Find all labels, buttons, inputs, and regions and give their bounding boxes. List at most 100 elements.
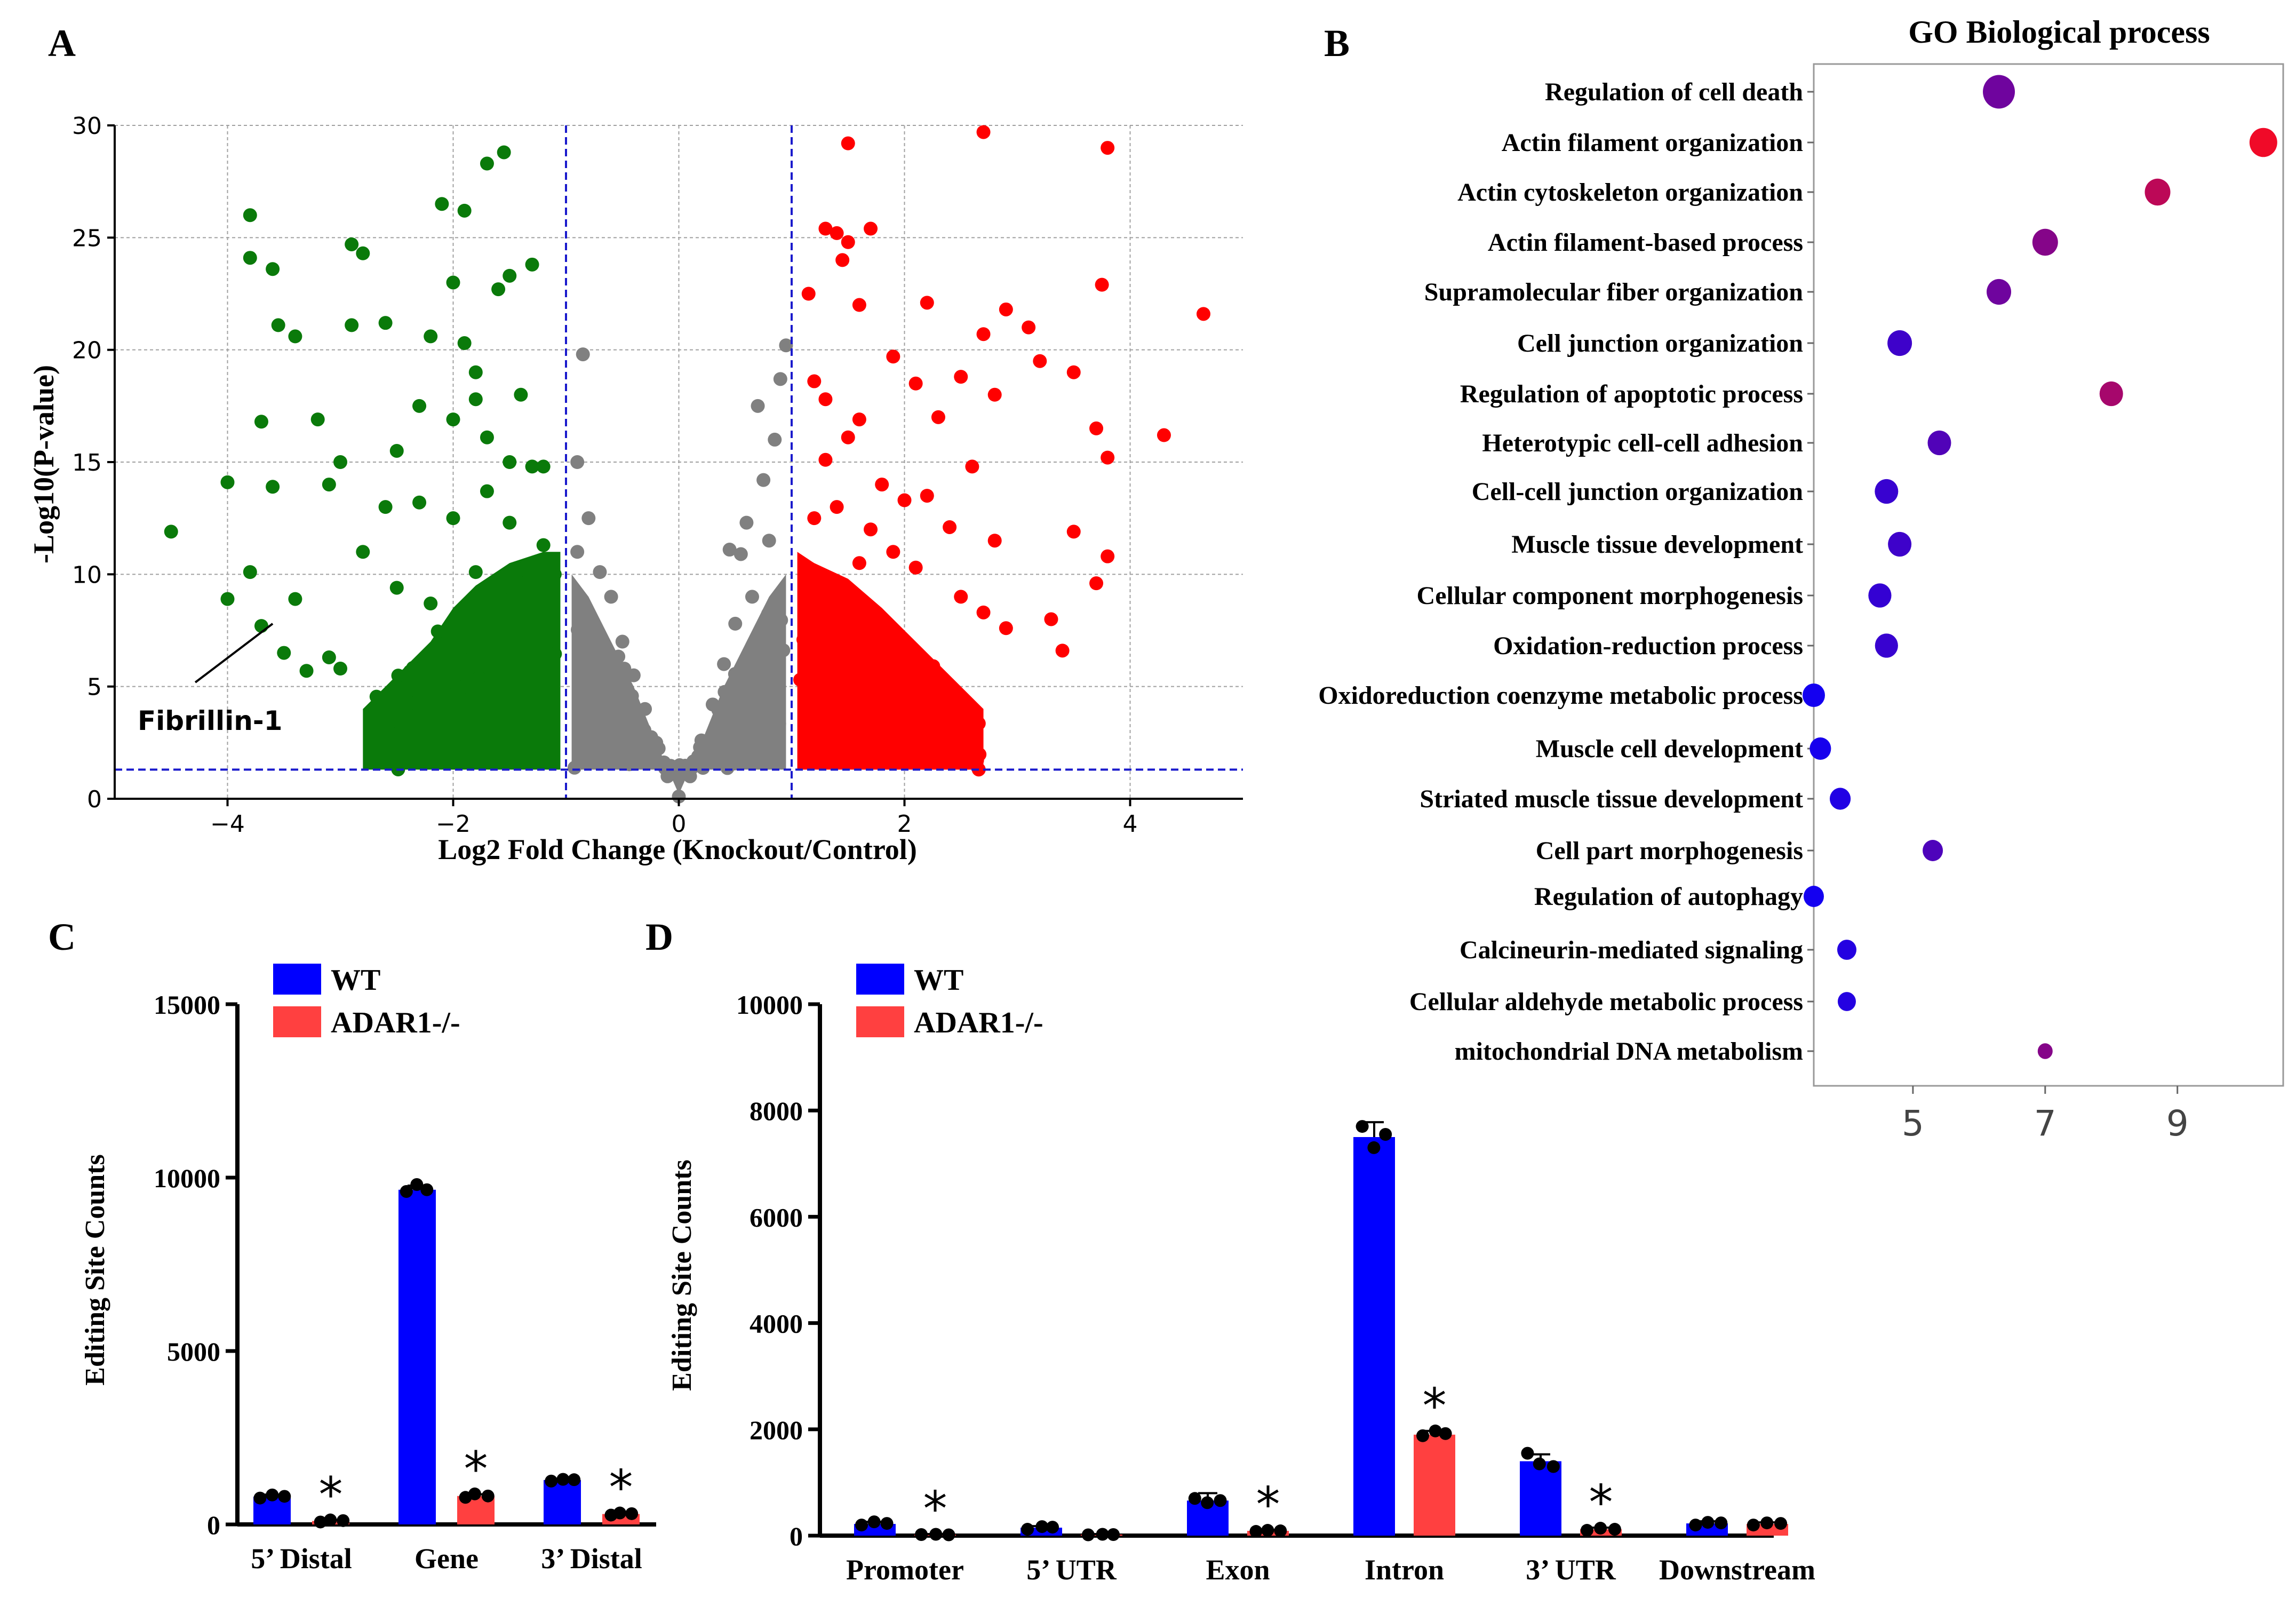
- volcano-point-up: [943, 520, 957, 534]
- volcano-density-point: [793, 672, 807, 687]
- go-term-label: mitochondrial DNA metabolism: [1455, 1037, 1803, 1066]
- volcano-point-down: [266, 480, 280, 494]
- volcano-point-up: [1157, 428, 1171, 442]
- volcano-point-up: [841, 430, 855, 444]
- volcano-point-up: [1095, 277, 1109, 292]
- volcano-point-ns: [581, 511, 596, 526]
- volcano-point-up: [835, 253, 850, 267]
- bar-point: [1546, 1460, 1560, 1473]
- volcano-point-up: [841, 136, 855, 150]
- volcano-point-down: [480, 156, 494, 171]
- volcano-density-point: [865, 679, 880, 694]
- bar-point: [1429, 1424, 1442, 1437]
- volcano-point-up: [886, 545, 900, 559]
- bar-c-legend-ko: ADAR1-/-: [331, 1006, 460, 1039]
- go-term-label: Cell junction organization: [1517, 329, 1803, 357]
- volcano-point-ns: [745, 590, 759, 604]
- volcano-point-up: [1101, 549, 1115, 563]
- bar-point: [545, 1474, 558, 1488]
- volcano-density-point: [446, 745, 460, 759]
- volcano-point-up: [976, 605, 991, 619]
- volcano-point-up: [908, 376, 923, 391]
- bar-y-tick-label: 10000: [736, 990, 803, 1020]
- volcano-density-point: [888, 633, 903, 648]
- volcano-density-point: [971, 716, 986, 730]
- bar-y-tick-label: 0: [790, 1521, 803, 1551]
- bar-y-tick-label: 4000: [750, 1309, 803, 1339]
- volcano-point-down: [266, 262, 280, 276]
- bar-point: [1416, 1429, 1429, 1442]
- significance-star: *: [1423, 1378, 1447, 1434]
- volcano-point-down: [547, 567, 562, 582]
- bar-point: [1367, 1141, 1381, 1154]
- volcano-density-point: [753, 679, 768, 694]
- bar-point: [337, 1514, 350, 1527]
- bar-point: [1533, 1457, 1546, 1471]
- volcano-density-point: [844, 680, 859, 695]
- volcano-density-point: [774, 613, 788, 627]
- volcano-density-point: [634, 726, 648, 741]
- volcano-point-up: [976, 327, 991, 341]
- volcano-density-point: [449, 622, 464, 636]
- volcano-point-down: [243, 565, 257, 579]
- bar-category-label: Promoter: [846, 1554, 964, 1586]
- volcano-y-tick-label: 30: [72, 113, 102, 140]
- volcano-density-point: [587, 754, 601, 768]
- volcano-point-down: [299, 664, 314, 678]
- volcano-density-point: [803, 587, 817, 601]
- bar-category-label: 5’ Distal: [251, 1543, 352, 1575]
- volcano-point-down: [288, 329, 302, 344]
- bar-ko: [1414, 1434, 1455, 1536]
- volcano-density-point: [417, 743, 431, 758]
- go-term-label: Supramolecular fiber organization: [1424, 278, 1803, 306]
- volcano-point-down: [514, 387, 528, 402]
- volcano-density-point: [776, 643, 791, 657]
- volcano-point-down: [497, 145, 511, 160]
- volcano-density-point: [946, 734, 960, 749]
- volcano-y-tick-label: 25: [72, 225, 102, 252]
- volcano-point-ns: [615, 634, 629, 649]
- bar-point: [1747, 1519, 1760, 1532]
- go-x-tick-label: 5: [1902, 1103, 1924, 1144]
- volcano-point-up: [886, 349, 900, 364]
- volcano-point-ns: [672, 789, 686, 804]
- bar-category-label: Gene: [414, 1543, 479, 1575]
- bar-y-tick-label: 10000: [154, 1163, 220, 1193]
- bar-point: [613, 1506, 627, 1520]
- go-dot: [1868, 583, 1892, 608]
- volcano-point-up: [852, 412, 866, 427]
- volcano-point-down: [503, 515, 517, 530]
- volcano-point-down: [424, 597, 438, 611]
- bar-wt: [544, 1480, 581, 1524]
- volcano-point-up: [920, 296, 934, 310]
- volcano-point-ns: [570, 455, 585, 469]
- fibrillin-annotation: Fibrillin-1: [138, 705, 282, 736]
- volcano-point-up: [1044, 612, 1058, 626]
- bar-category-label: Intron: [1365, 1554, 1444, 1586]
- volcano-point-down: [389, 581, 404, 595]
- volcano-point-ns: [768, 432, 782, 447]
- volcano-point-down: [288, 592, 302, 606]
- volcano-density-point: [834, 677, 848, 692]
- volcano-y-tick-label: 20: [72, 337, 102, 364]
- go-dot: [1803, 683, 1825, 708]
- volcano-point-up: [852, 298, 866, 312]
- bar-point: [1379, 1128, 1392, 1141]
- volcano-density-point: [746, 659, 760, 673]
- bar-c-legend-ko-swatch: [273, 1006, 321, 1037]
- bar-point: [1096, 1528, 1109, 1541]
- bar-y-tick-label: 15000: [154, 990, 220, 1020]
- volcano-point-up: [864, 221, 878, 236]
- volcano-point-up: [1101, 141, 1115, 155]
- volcano-density-point: [796, 632, 811, 647]
- volcano-point-down: [503, 455, 517, 469]
- volcano-density-point: [425, 721, 440, 736]
- go-dot-plot: GO Biological process Regulation of cell…: [1318, 14, 2284, 1144]
- volcano-x-tick-label: 2: [897, 811, 912, 838]
- volcano-point-up: [830, 226, 844, 240]
- volcano-density-point: [970, 753, 984, 767]
- volcano-density-point: [637, 749, 651, 764]
- volcano-point-up: [897, 493, 912, 507]
- volcano-density-bands: [363, 552, 987, 794]
- volcano-density-point: [858, 727, 873, 741]
